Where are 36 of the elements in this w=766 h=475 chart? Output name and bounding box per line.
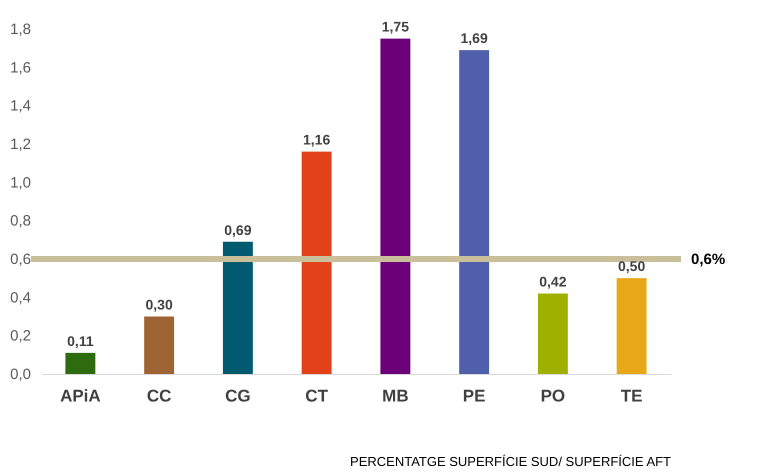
y-tick-label: 1,6 (10, 59, 31, 76)
bar (302, 152, 332, 374)
x-tick-label: CG (225, 386, 251, 406)
x-tick-label: APiA (60, 386, 101, 406)
y-tick-label: 1,0 (10, 174, 31, 192)
bar (65, 352, 96, 374)
x-tick-label: PO (540, 386, 566, 406)
bar (380, 38, 410, 374)
ref-line-label: 0,6% (691, 251, 726, 268)
x-tick-label: MB (382, 386, 409, 406)
x-tick-label: CT (305, 386, 329, 406)
y-tick-label: 0,4 (10, 289, 31, 306)
data-label: 0,69 (224, 222, 252, 238)
x-tick-label: CC (146, 386, 172, 406)
bar (222, 242, 253, 374)
data-label: 0,30 (146, 296, 173, 312)
x-tick-label: PE (462, 386, 486, 406)
y-tick-label: 1,2 (10, 136, 31, 153)
y-tick-label: 0,2 (10, 328, 31, 345)
y-tick-label: 0,8 (10, 212, 31, 230)
data-label: 1,16 (303, 132, 330, 148)
bar (459, 50, 490, 374)
data-label: 1,75 (382, 18, 410, 35)
x-tick-label: TE (620, 386, 642, 406)
data-label: 0,50 (618, 258, 646, 274)
y-tick-label: 0,0 (10, 366, 31, 383)
data-label: 1,69 (460, 30, 488, 46)
bar (144, 316, 174, 374)
y-tick-label: 1,4 (10, 98, 31, 115)
y-tick-label: 1,8 (10, 21, 31, 38)
y-tick-label: 0,6 (10, 251, 31, 268)
data-label: 0,11 (67, 332, 94, 349)
data-label: 0,42 (539, 274, 567, 290)
text: PERCENTATGE SUPERFÍCIE SUD/ SUPERFÍCIE AFT (350, 454, 672, 469)
bar (538, 294, 568, 374)
bar (616, 278, 647, 374)
